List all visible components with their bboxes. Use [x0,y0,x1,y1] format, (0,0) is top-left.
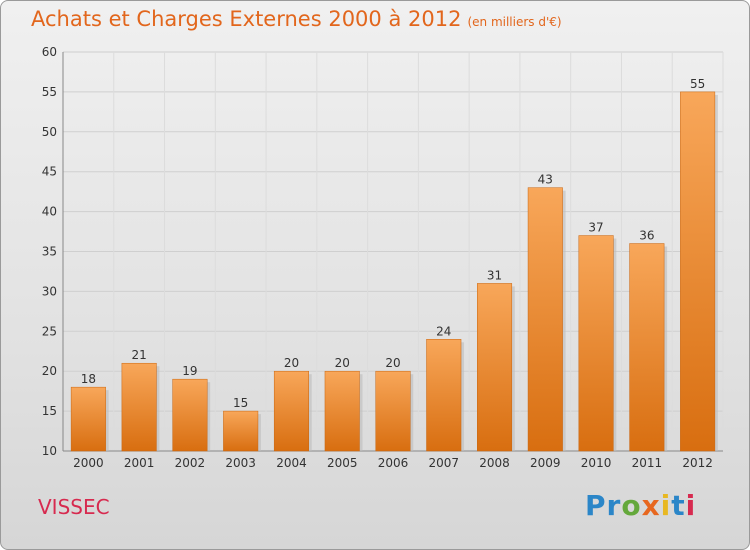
chart-title: Achats et Charges Externes 2000 à 2012 (e… [31,7,562,31]
bar-2005 [324,370,360,452]
y-tick-label: 50 [42,125,57,139]
y-tick-label: 40 [42,205,57,219]
x-tick-label: 2003 [225,456,256,470]
data-label: 37 [588,221,603,235]
bar-2002 [172,378,208,452]
data-label: 24 [436,324,451,338]
proxiti-logo: Proxiti [585,489,697,522]
bar-2009 [527,187,563,452]
y-tick-label: 25 [42,324,57,338]
x-tick-label: 2008 [479,456,510,470]
data-label: 36 [639,229,654,243]
data-label: 31 [487,268,502,282]
bar-2003 [223,410,259,452]
x-tick-label: 2009 [530,456,561,470]
x-tick-label: 2011 [632,456,663,470]
bar-2001 [121,362,157,452]
x-tick-label: 2006 [378,456,409,470]
x-tick-label: 2010 [581,456,612,470]
y-tick-label: 30 [42,284,57,298]
x-tick-label: 2002 [175,456,206,470]
bar-layer [70,91,718,452]
y-tick-label: 60 [42,45,57,59]
bar-2007 [426,339,462,452]
y-tick-label: 35 [42,245,57,259]
x-tick-label: 2004 [276,456,307,470]
data-label: 20 [335,356,350,370]
data-label: 21 [132,348,147,362]
bar-2004 [273,370,309,452]
bar-2012 [680,91,716,452]
y-tick-label: 15 [42,404,57,418]
x-tick-label: 2005 [327,456,358,470]
y-tick-label: 55 [42,85,57,99]
bar-2008 [477,283,513,452]
data-label: 18 [81,372,96,386]
data-label: 43 [538,173,553,187]
x-tick-label: 2007 [428,456,459,470]
data-label: 20 [284,356,299,370]
x-tick-label: 2012 [682,456,713,470]
place-name: VISSEC [38,495,110,519]
label-layer: 18 2000 21 2001 19 2002 15 2003 20 2004 20 2005 20 20… [73,77,713,470]
y-tick-label: 10 [42,444,57,458]
data-label: 15 [233,396,248,410]
title-text: Achats et Charges Externes 2000 à 2012 [31,7,462,31]
chart-subtitle: (en milliers d'€) [467,15,562,29]
data-label: 55 [690,77,705,91]
bar-2000 [70,386,106,452]
data-label: 19 [182,364,197,378]
y-tick-label: 20 [42,364,57,378]
x-tick-label: 2000 [73,456,104,470]
bar-2011 [629,243,665,452]
x-tick-label: 2001 [124,456,155,470]
y-tick-label: 45 [42,165,57,179]
bar-2010 [578,235,614,452]
bar-2006 [375,370,411,452]
data-label: 20 [385,356,400,370]
